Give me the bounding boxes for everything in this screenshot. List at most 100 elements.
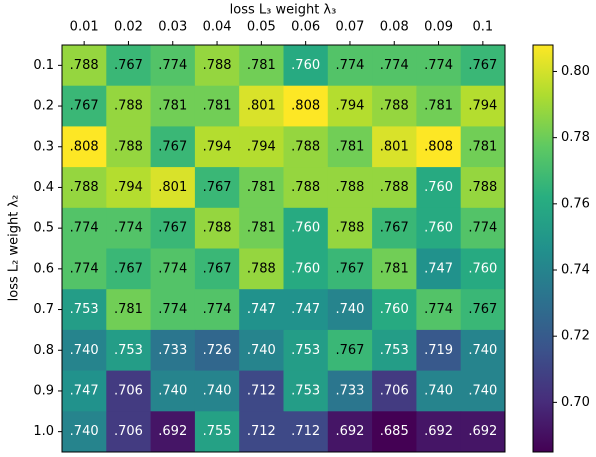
heatmap-cell	[62, 167, 107, 209]
heatmap-cell	[327, 126, 373, 168]
colorbar-tick-label: 0.74	[561, 263, 590, 278]
heatmap-cell	[239, 126, 284, 168]
heatmap-cell	[283, 411, 329, 453]
heatmap-cell	[283, 85, 329, 127]
cell-label: .760	[424, 221, 453, 236]
x-axis-label: loss L₃ weight λ₃	[230, 3, 337, 18]
heatmap-cell	[62, 85, 107, 127]
heatmap-cell	[106, 85, 152, 127]
cell-label: .788	[335, 221, 364, 236]
heatmap-cell	[460, 289, 506, 331]
heatmap-cell	[416, 85, 462, 127]
y-tick-label: 1.0	[33, 424, 54, 439]
cell-label: .788	[114, 99, 143, 114]
cell-label: .767	[203, 261, 232, 276]
x-tick-label: 0.07	[335, 20, 364, 35]
heatmap-cell	[416, 207, 462, 249]
y-tick-label: 0.1	[33, 58, 54, 73]
x-tick-label: 0.04	[203, 20, 232, 35]
heatmap-cell	[194, 289, 240, 331]
heatmap-cell	[150, 126, 196, 168]
heatmap-cell	[150, 85, 196, 127]
heatmap-cell	[106, 370, 152, 412]
heatmap-cell	[372, 411, 417, 453]
colorbar-tick-label: 0.80	[561, 64, 590, 79]
cell-label: .692	[158, 424, 187, 439]
cell-label: .774	[70, 261, 99, 276]
heatmap-cell	[62, 126, 107, 168]
heatmap-cell	[239, 45, 284, 87]
cell-label: .747	[70, 383, 99, 398]
cell-label: .712	[247, 383, 276, 398]
cell-label: .726	[203, 343, 232, 358]
cell-label: .740	[335, 302, 364, 317]
heatmap-cell	[416, 411, 462, 453]
cell-label: .788	[380, 180, 409, 195]
cell-label: .794	[203, 139, 232, 154]
cell-label: .781	[247, 58, 276, 73]
heatmap-cell	[460, 248, 506, 290]
plot-frame	[61, 44, 506, 453]
heatmap-cell	[239, 329, 284, 372]
cell-label: .781	[158, 99, 187, 114]
heatmap-cell	[283, 207, 329, 249]
heatmap-cell	[327, 167, 373, 209]
cell-label: .767	[335, 343, 364, 358]
cell-label: .788	[247, 261, 276, 276]
cell-label: .801	[247, 99, 276, 114]
cell-label: .808	[291, 99, 320, 114]
heatmap-cell	[239, 289, 284, 331]
cell-label: .781	[424, 99, 453, 114]
cell-label: .706	[114, 383, 143, 398]
heatmap-cell	[62, 289, 107, 331]
heatmap-cell	[150, 207, 196, 249]
cell-label: .788	[203, 221, 232, 236]
heatmap-cell	[106, 207, 152, 249]
cell-label: .767	[114, 58, 143, 73]
cell-label: .767	[335, 261, 364, 276]
heatmap-cell	[460, 411, 506, 453]
cell-label: .740	[468, 383, 497, 398]
heatmap-cell	[372, 370, 417, 412]
heatmap-cell	[239, 85, 284, 127]
cell-label: .781	[247, 180, 276, 195]
heatmap-cell	[327, 207, 373, 249]
cell-label: .755	[203, 424, 232, 439]
cell-label: .740	[247, 343, 276, 358]
cell-label: .767	[468, 58, 497, 73]
heatmap-cell	[460, 167, 506, 209]
heatmap-cell	[150, 248, 196, 290]
heatmap-cell	[150, 167, 196, 209]
cell-label: .801	[158, 180, 187, 195]
cell-label: .774	[424, 302, 453, 317]
colorbar-tick-label: 0.70	[561, 395, 590, 410]
y-tick-label: 0.9	[33, 383, 54, 398]
cell-label: .788	[114, 139, 143, 154]
cell-label: .774	[335, 58, 364, 73]
cell-label: .794	[468, 99, 497, 114]
cell-label: .692	[424, 424, 453, 439]
y-tick-label: 0.6	[33, 261, 54, 276]
heatmap-cell	[150, 289, 196, 331]
heatmap-cell	[62, 45, 107, 87]
heatmap-cell	[239, 167, 284, 209]
heatmap-cell	[194, 85, 240, 127]
heatmap-cell	[150, 329, 196, 372]
cell-label: .767	[158, 139, 187, 154]
y-tick-label: 0.2	[33, 99, 54, 114]
y-axis-label: loss L₂ weight λ₂	[7, 195, 22, 302]
cell-label: .788	[335, 180, 364, 195]
cell-label: .788	[468, 180, 497, 195]
cell-label: .733	[158, 343, 187, 358]
cell-label: .760	[380, 302, 409, 317]
cell-label: .781	[335, 139, 364, 154]
heatmap-cell	[327, 370, 373, 412]
heatmap-cell	[194, 329, 240, 372]
cell-label: .767	[380, 221, 409, 236]
cell-label: .740	[70, 424, 99, 439]
cell-label: .685	[380, 424, 409, 439]
heatmap-cell	[372, 248, 417, 290]
cell-label: .774	[424, 58, 453, 73]
heatmap-cell	[460, 85, 506, 127]
cell-label: .760	[291, 221, 320, 236]
